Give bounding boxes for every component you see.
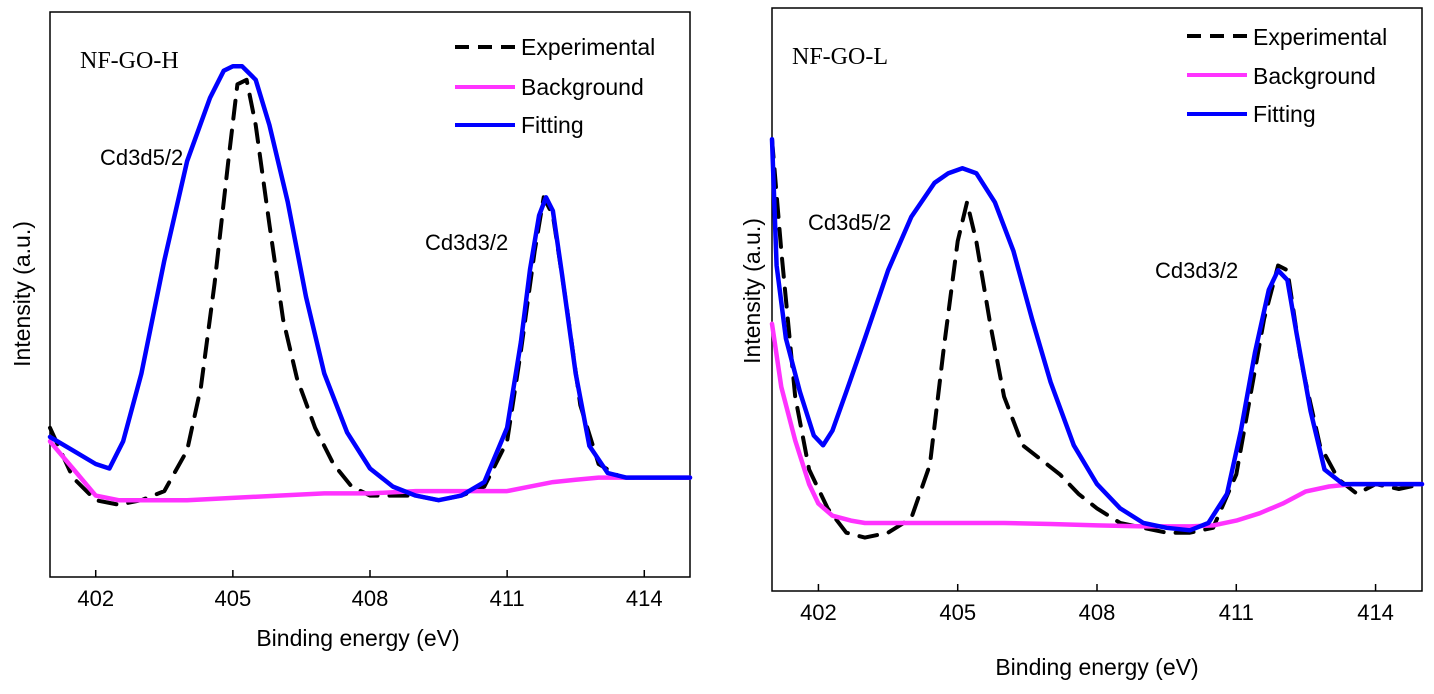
y-axis-label: Intensity (a.u.)	[739, 218, 765, 364]
x-tick-label: 402	[77, 586, 114, 611]
x-tick-label: 411	[1219, 600, 1254, 625]
series-line-fitting	[769, 136, 1425, 533]
legend-label-fitting: Fitting	[521, 112, 584, 138]
plot-frame	[771, 7, 1423, 592]
series-layer	[769, 136, 1425, 540]
x-tick-label: 402	[800, 600, 837, 625]
x-tick-label: 411	[490, 586, 525, 611]
x-tick-layer: 402 405 408 411 414	[800, 584, 1394, 625]
x-tick-label: 408	[352, 586, 389, 611]
legend: Experimental Background Fitting	[1187, 24, 1387, 127]
peak-annotation-cd3d3: Cd3d3/2	[425, 230, 508, 255]
peak-annotation-cd3d3: Cd3d3/2	[1155, 258, 1238, 283]
x-axis-label: Binding energy (eV)	[995, 654, 1198, 680]
peak-annotation-cd3d5: Cd3d5/2	[808, 210, 891, 235]
series-line-fitting	[47, 63, 693, 503]
legend-label-fitting: Fitting	[1253, 101, 1316, 127]
chart-panel-nf-go-h: 402 405 408 411 414 NF-GO-H Experimental Bac…	[9, 11, 693, 651]
legend-label-experimental: Experimental	[521, 34, 655, 60]
legend-label-background: Background	[1253, 63, 1376, 89]
sample-label: NF-GO-L	[792, 44, 888, 70]
y-axis-label: Intensity (a.u.)	[9, 221, 35, 367]
x-tick-label: 408	[1079, 600, 1116, 625]
x-tick-label: 414	[1357, 600, 1394, 625]
x-tick-label: 414	[626, 586, 663, 611]
chart-panel-nf-go-l: 402 405 408 411 414 NF-GO-L Experimental Bac…	[739, 7, 1425, 680]
series-layer	[47, 63, 693, 507]
series-line-background	[47, 439, 693, 503]
series-line-background	[769, 321, 1425, 529]
x-tick-label: 405	[214, 586, 251, 611]
x-tick-layer: 402 405 408 411 414	[77, 570, 663, 611]
legend-label-background: Background	[521, 74, 644, 100]
legend: Experimental Background Fitting	[455, 34, 655, 138]
x-axis-label: Binding energy (eV)	[256, 625, 459, 651]
x-tick-label: 405	[939, 600, 976, 625]
legend-label-experimental: Experimental	[1253, 24, 1387, 50]
sample-label: NF-GO-H	[80, 48, 179, 74]
peak-annotation-cd3d5: Cd3d5/2	[100, 145, 183, 170]
